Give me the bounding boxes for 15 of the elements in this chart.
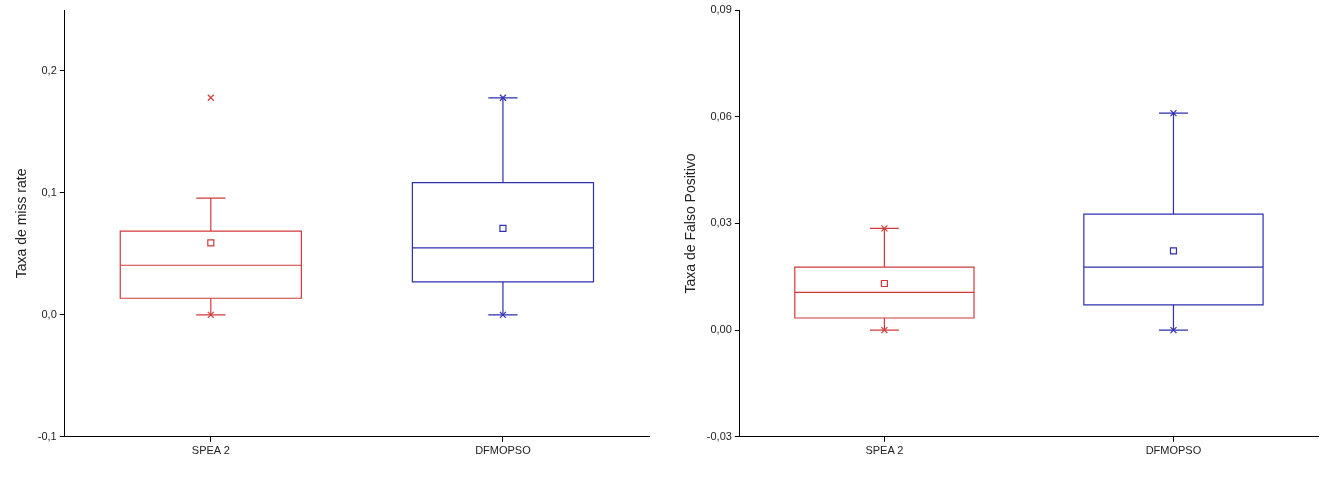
y-tick-label: 0,2 [41, 64, 57, 76]
y-tick-label: 0,1 [41, 185, 57, 198]
y-tick-label: 0,03 [710, 216, 732, 229]
y-tick-label: 0,00 [710, 323, 732, 336]
x-tick-label: DFMOPSO [475, 444, 532, 457]
y-tick-label: 0,09 [710, 3, 732, 16]
y-tick-label: -0,1 [37, 429, 57, 442]
y-tick-label: -0,03 [706, 429, 732, 442]
y-tick-label: 0,06 [710, 109, 732, 122]
y-tick-label: 0,0 [41, 307, 57, 320]
x-tick-label: DFMOPSO [1145, 444, 1202, 457]
x-tick-label: SPEA 2 [865, 444, 904, 457]
x-tick-label: SPEA 2 [191, 444, 230, 457]
y-axis-title: Taxa de Falso Positivo [682, 153, 699, 294]
y-axis-title: Taxa de miss rate [13, 168, 30, 279]
